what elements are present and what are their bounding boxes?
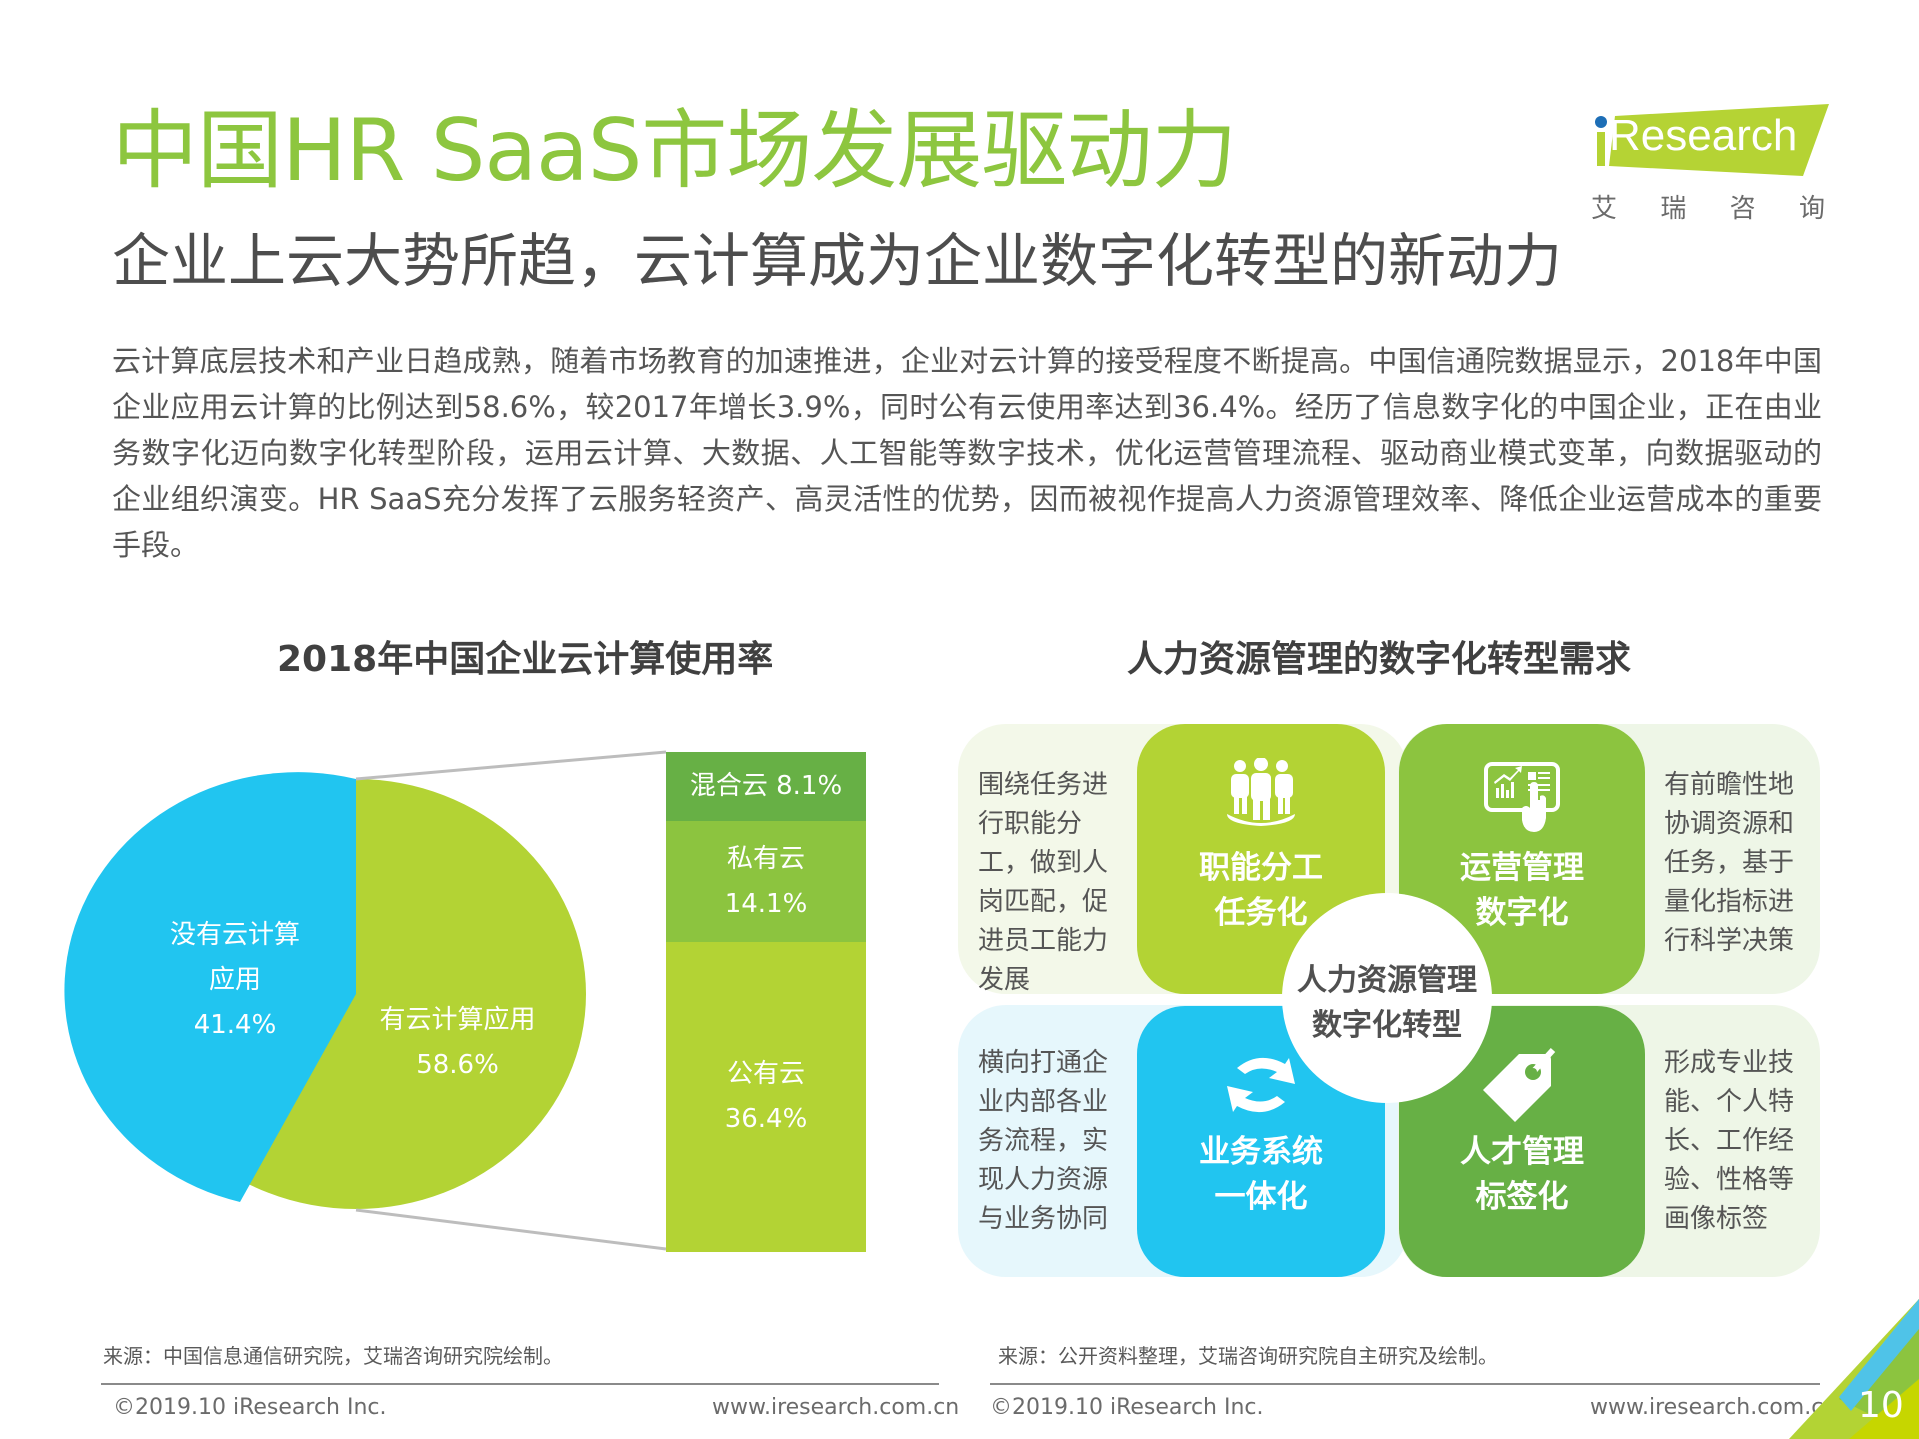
left-source-note: 来源：中国信息通信研究院，艾瑞咨询研究院绘制。 — [103, 1344, 563, 1368]
desc-line: 发展 — [978, 965, 1031, 995]
pie-label-cloud: 有云计算应用 58.6% — [370, 998, 545, 1088]
tablet-chart-touch-icon — [1484, 762, 1560, 832]
center-label: 人力资源管理 数字化转型 — [1255, 958, 1519, 1048]
desc-talent-tagging: 形成专业技 能、个人特 长、工作经 验、性格等 画像标签 — [1664, 1044, 1814, 1239]
desc-operations-digital: 有前瞻性地 协调资源和 任务，基于 量化指标进 行科学决策 — [1664, 766, 1814, 961]
segment-value: 36.4% — [724, 1104, 808, 1134]
desc-function-division: 围绕任务进 行职能分 工，做到人 岗匹配，促 进员工能力 发展 — [978, 766, 1128, 1000]
cloud-breakdown-bar: 混合云 8.1% 私有云 14.1% 公有云 36.4% — [666, 752, 866, 1252]
label-line: 没有云计算 — [169, 920, 300, 950]
logo-wordmark: Research — [1609, 111, 1798, 160]
connector-line-top — [355, 750, 667, 781]
desc-line: 有前瞻性地 — [1664, 770, 1795, 800]
desc-line: 进员工能力 — [978, 926, 1109, 956]
desc-line: 业内部各业 — [978, 1087, 1109, 1117]
segment-label: 私有云 — [726, 843, 805, 874]
card-title-line2: 一体化 — [1214, 1179, 1308, 1215]
people-group-icon — [1227, 758, 1295, 826]
label-line: 应用 — [208, 965, 261, 995]
desc-line: 岗匹配，促 — [978, 887, 1109, 917]
footer-copyright-right: ©2019.10 iResearch Inc. — [990, 1395, 1264, 1420]
footer-divider-left — [101, 1383, 939, 1385]
footer-divider-right — [990, 1383, 1820, 1385]
desc-line: 行科学决策 — [1664, 926, 1795, 956]
desc-line: 协调资源和 — [1664, 809, 1795, 839]
page-title: 中国HR SaaS市场发展驱动力 — [112, 101, 1237, 201]
card-title-line1: 运营管理 — [1460, 850, 1584, 886]
page-subtitle: 企业上云大势所趋，云计算成为企业数字化转型的新动力 — [112, 227, 1563, 295]
logo-char: 艾 — [1591, 194, 1618, 224]
label-value: 41.4% — [193, 1010, 277, 1040]
desc-line: 长、工作经 — [1664, 1126, 1795, 1156]
iresearch-logo: Research 艾 瑞 咨 询 — [1585, 100, 1829, 224]
right-source-note: 来源：公开资料整理，艾瑞咨询研究院自主研究及绘制。 — [998, 1344, 1498, 1368]
corner-decoration — [1789, 1299, 1919, 1439]
sync-arrows-icon — [1227, 1057, 1295, 1113]
logo-banner-shape — [1595, 104, 1829, 176]
segment-label: 公有云 — [726, 1059, 805, 1089]
desc-line: 工，做到人 — [978, 848, 1109, 878]
center-line1: 人力资源管理 — [1297, 963, 1477, 998]
desc-line: 量化指标进 — [1664, 887, 1795, 917]
segment-value: 14.1% — [724, 888, 808, 919]
center-line2: 数字化转型 — [1312, 1008, 1462, 1043]
logo-char: 瑞 — [1660, 194, 1687, 224]
card-title-line2: 数字化 — [1475, 895, 1569, 931]
logo-char: 询 — [1798, 194, 1825, 224]
label-line: 有云计算应用 — [379, 1005, 536, 1035]
connector-line-bottom — [355, 1208, 667, 1251]
tag-icon — [1483, 1047, 1556, 1122]
desc-line: 形成专业技 — [1664, 1048, 1795, 1078]
card-title-line1: 业务系统 — [1199, 1134, 1323, 1170]
card-title-line2: 任务化 — [1214, 895, 1308, 931]
footer-url-left[interactable]: www.iresearch.com.cn — [712, 1395, 960, 1420]
desc-line: 行职能分 — [978, 809, 1083, 839]
intro-paragraph: 云计算底层技术和产业日趋成熟，随着市场教育的加速推进，企业对云计算的接受程度不断… — [112, 344, 1822, 562]
pie-label-no-cloud: 没有云计算 应用 41.4% — [160, 913, 310, 1048]
logo-char: 咨 — [1729, 194, 1756, 224]
footer-url-right[interactable]: www.iresearch.com.cn — [1590, 1395, 1838, 1420]
bar-segment-private: 私有云 14.1% — [666, 821, 866, 942]
center-circle — [1282, 893, 1492, 1103]
page-number: 10 — [1858, 1385, 1904, 1426]
card-title-line1: 职能分工 — [1199, 850, 1323, 886]
label-value: 58.6% — [416, 1050, 499, 1080]
left-chart-title: 2018年中国企业云计算使用率 — [277, 639, 774, 680]
bar-segment-hybrid: 混合云 8.1% — [666, 752, 866, 821]
card-title-line2: 标签化 — [1475, 1179, 1569, 1215]
segment-label: 混合云 8.1% — [689, 771, 843, 801]
bar-segment-public: 公有云 36.4% — [666, 942, 866, 1252]
logo-chinese-name: 艾 瑞 咨 询 — [1591, 188, 1825, 225]
right-diagram-title: 人力资源管理的数字化转型需求 — [1127, 639, 1632, 680]
footer-copyright-left: ©2019.10 iResearch Inc. — [113, 1395, 387, 1420]
desc-line: 围绕任务进 — [978, 770, 1109, 800]
desc-line: 现人力资源 — [978, 1165, 1109, 1195]
desc-line: 务流程，实 — [978, 1126, 1109, 1156]
desc-business-integration: 横向打通企 业内部各业 务流程，实 现人力资源 与业务协同 — [978, 1044, 1128, 1239]
desc-line: 能、个人特 — [1664, 1087, 1795, 1117]
desc-line: 任务，基于 — [1664, 848, 1795, 878]
desc-line: 画像标签 — [1664, 1204, 1769, 1234]
desc-line: 验、性格等 — [1664, 1165, 1795, 1195]
card-title-line1: 人才管理 — [1460, 1134, 1584, 1170]
desc-line: 与业务协同 — [978, 1204, 1109, 1234]
desc-line: 横向打通企 — [978, 1048, 1109, 1078]
